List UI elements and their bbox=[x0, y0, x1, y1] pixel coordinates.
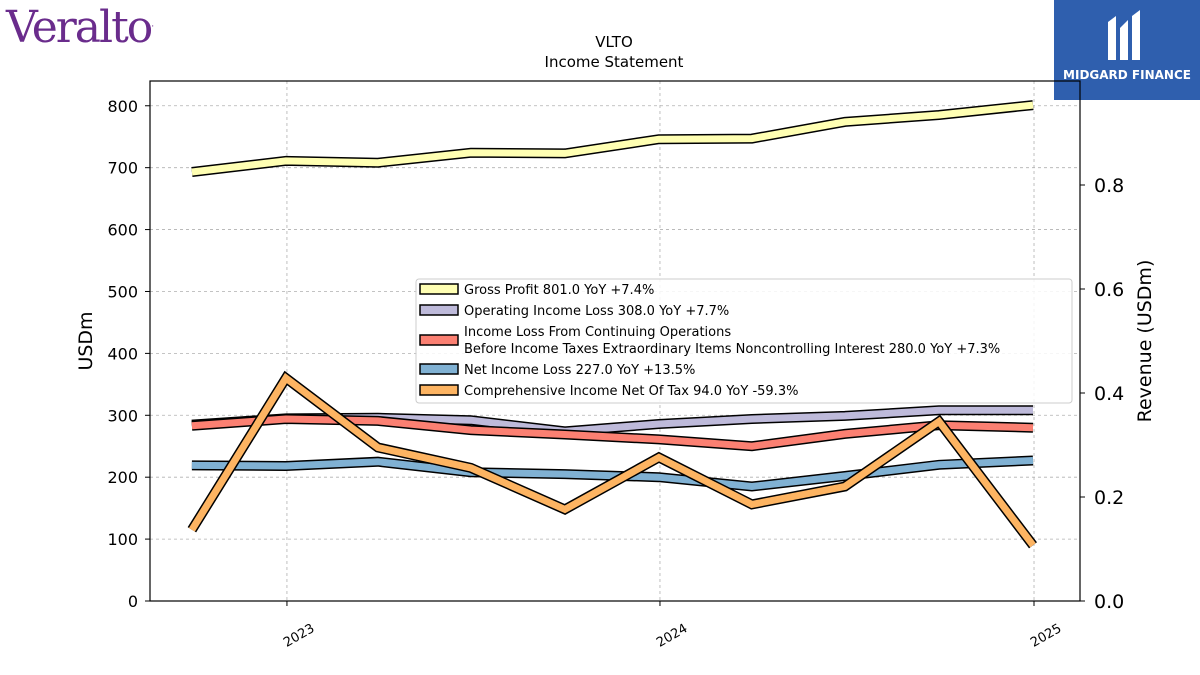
chart-subtitle: Income Statement bbox=[545, 53, 684, 71]
series-fill bbox=[191, 457, 1034, 491]
plot-frame bbox=[149, 80, 1081, 602]
y-axis-right-label: Revenue (USDm) bbox=[1134, 260, 1156, 423]
legend-swatch bbox=[419, 384, 459, 396]
y-tick-label: 200 bbox=[107, 468, 138, 487]
legend: Gross Profit 801.0 YoY +7.4% Operating In… bbox=[415, 278, 1073, 404]
y-tick-label: 400 bbox=[107, 344, 138, 363]
series-fill bbox=[191, 415, 1034, 450]
series-line-2 bbox=[191, 413, 1034, 452]
legend-label: Gross Profit 801.0 YoY +7.4% bbox=[464, 283, 654, 298]
legend-swatch bbox=[419, 283, 459, 295]
y-tick-label: 700 bbox=[107, 159, 138, 178]
legend-swatch bbox=[419, 304, 459, 316]
y-right-tick-label: 0.6 bbox=[1094, 279, 1124, 301]
midgard-finance-logo: MIDGARD FINANCE bbox=[1054, 0, 1200, 100]
y-tick-label: 600 bbox=[107, 221, 138, 240]
y-right-tick-label: 0.0 bbox=[1094, 591, 1124, 613]
legend-label: Before Income Taxes Extraordinary Items … bbox=[464, 342, 1000, 357]
y-right-tick-label: 0.8 bbox=[1094, 175, 1124, 197]
x-tick-label: 2025 bbox=[1028, 621, 1064, 651]
y-axis-label: USDm bbox=[75, 311, 97, 370]
y-tick-label: 300 bbox=[107, 406, 138, 425]
series-line-0 bbox=[191, 100, 1034, 177]
y-tick-label: 100 bbox=[107, 530, 138, 549]
legend-swatch bbox=[419, 334, 459, 346]
series-fill bbox=[188, 372, 1036, 548]
y-tick-label: 0 bbox=[128, 592, 138, 611]
series-fill bbox=[191, 101, 1034, 176]
legend-label: Comprehensive Income Net Of Tax 94.0 YoY… bbox=[464, 384, 798, 399]
series-line-4 bbox=[187, 370, 1037, 549]
stylized-m-icon bbox=[1108, 10, 1140, 60]
y-tick-label: 800 bbox=[107, 97, 138, 116]
series-line-3 bbox=[191, 455, 1034, 492]
x-tick-label: 2023 bbox=[281, 621, 317, 651]
midgard-finance-name: MIDGARD FINANCE bbox=[1063, 68, 1191, 82]
legend-swatch bbox=[419, 363, 459, 375]
legend-label-line1: Income Loss From Continuing Operations bbox=[464, 325, 731, 340]
veralto-logo: Veralto. bbox=[6, 2, 155, 53]
x-tick-label: 2024 bbox=[654, 621, 690, 651]
y-tick-label: 500 bbox=[107, 282, 138, 301]
chart-title: VLTO bbox=[595, 33, 633, 51]
y-right-tick-label: 0.2 bbox=[1094, 487, 1124, 509]
series-lines bbox=[187, 100, 1037, 549]
y-right-tick-label: 0.4 bbox=[1094, 383, 1124, 405]
legend-label: Net Income Loss 227.0 YoY +13.5% bbox=[464, 363, 695, 378]
legend-label: Operating Income Loss 308.0 YoY +7.7% bbox=[464, 304, 729, 319]
legend-box bbox=[415, 278, 1073, 404]
